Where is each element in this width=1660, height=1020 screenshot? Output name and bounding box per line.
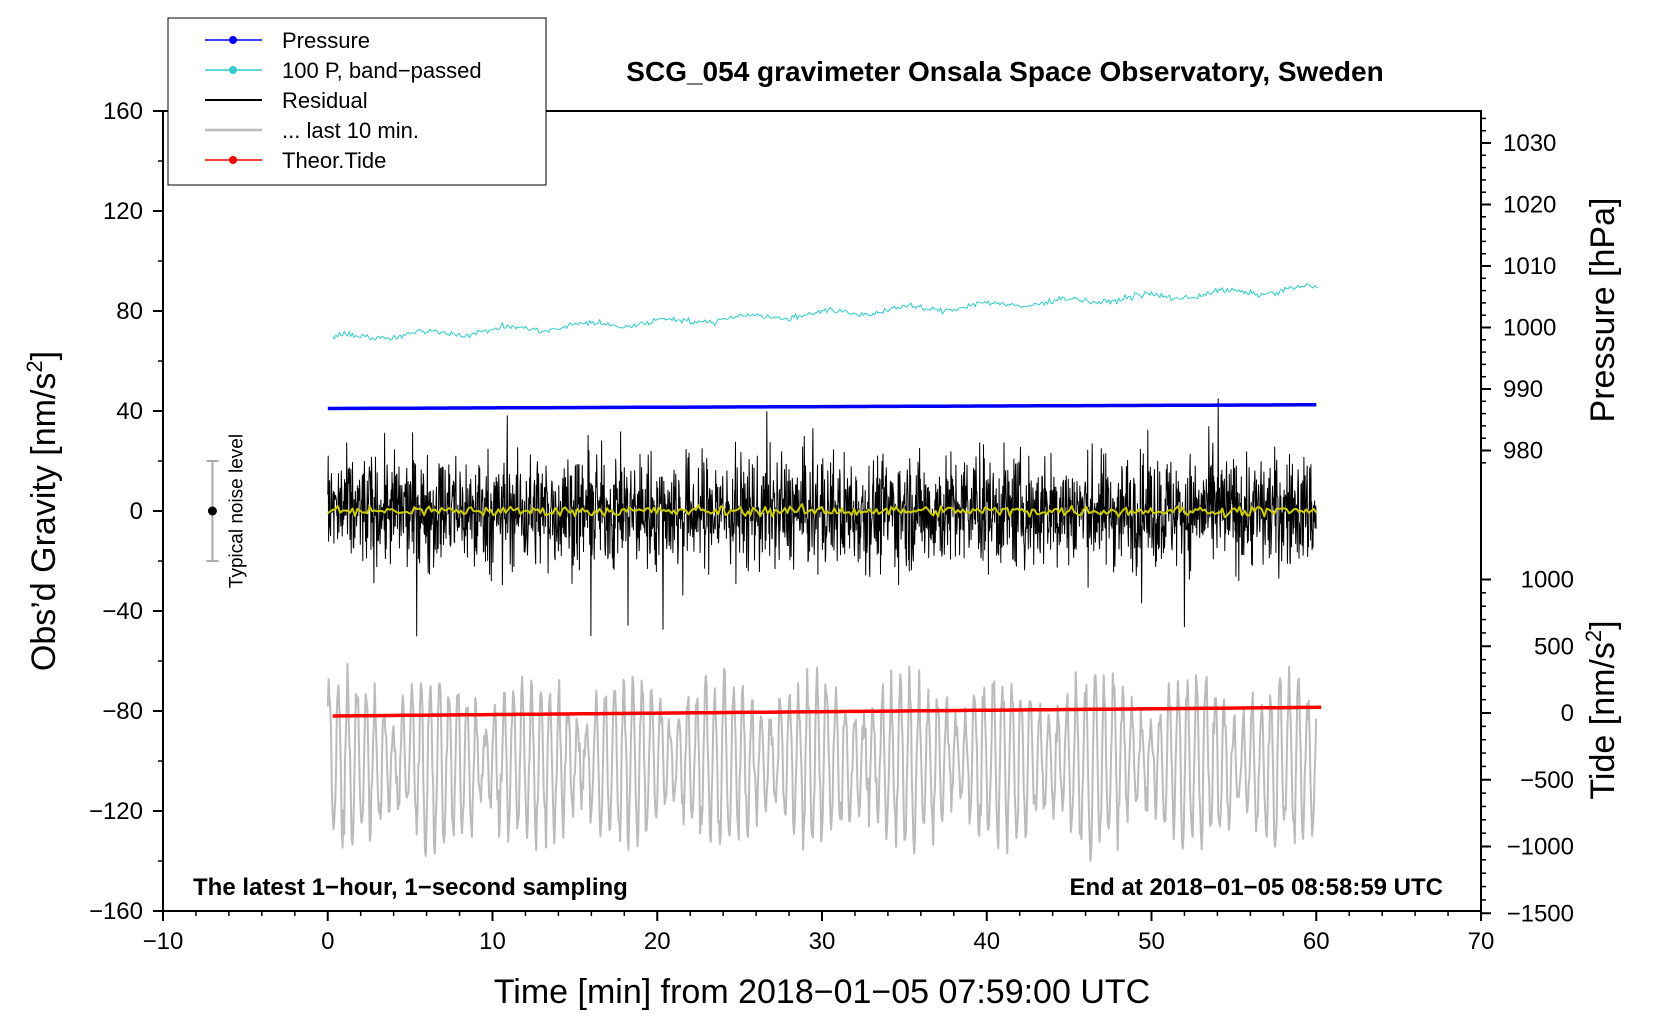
end-time-note: End at 2018−01−05 08:58:59 UTC (1069, 874, 1443, 901)
tide-tick-label: 1000 (1521, 567, 1574, 594)
legend-item: Residual (205, 88, 368, 113)
chart-title: SCG_054 gravimeter Onsala Space Observat… (626, 56, 1383, 87)
legend-marker (229, 36, 237, 44)
legend-label: Pressure (282, 28, 370, 53)
y-tick-label: 160 (103, 98, 143, 125)
tide-axis-label: Tide [nm/s2] (1581, 620, 1622, 799)
legend-items: Pressure 100 P, band−passed Residual ... la… (205, 28, 482, 173)
legend-label: 100 P, band−passed (282, 58, 482, 83)
tide-axis-label-prefix: Tide [nm/s (1584, 642, 1622, 799)
pressure-tick-label: 1000 (1503, 315, 1556, 342)
x-tick-label: 70 (1468, 928, 1495, 955)
y-tick-label: −120 (89, 798, 143, 825)
legend-item: Pressure (205, 28, 370, 53)
x-tick-label: 50 (1138, 928, 1165, 955)
y-axis-label: Obs’d Gravity [nm/s2] (22, 351, 63, 671)
y-tick-label: 80 (116, 298, 143, 325)
tide-axis-label-sup: 2 (1581, 630, 1606, 642)
pressure-tick-label: 990 (1503, 376, 1543, 403)
y-tick-label: −40 (102, 598, 143, 625)
x-axis-label: Time [min] from 2018−01−05 07:59:00 UTC (494, 973, 1150, 1011)
legend-item: Theor.Tide (205, 148, 386, 173)
x-tick-label: 0 (321, 928, 334, 955)
sampling-note: The latest 1−hour, 1−second sampling (193, 874, 628, 901)
legend-label: Theor.Tide (282, 148, 386, 173)
legend-marker (229, 156, 237, 164)
series-residual (327, 398, 1317, 637)
x-tick-label: 60 (1303, 928, 1330, 955)
series-theoretical-tide (332, 705, 1322, 718)
pressure-tick-label: 980 (1503, 438, 1543, 465)
x-tick-label: −10 (143, 928, 184, 955)
tide-tick-label: 0 (1561, 700, 1574, 727)
legend-marker (229, 66, 237, 74)
noise-level-indicator: Typical noise level (206, 434, 247, 588)
tide-tick-label: −500 (1520, 767, 1574, 794)
legend-label: Residual (282, 88, 368, 113)
y-tick-label: 120 (103, 198, 143, 225)
x-tick-label: 30 (809, 928, 836, 955)
legend-item: ... last 10 min. (205, 118, 419, 143)
data-series (326, 283, 1322, 862)
series-residual-smoothed (327, 503, 1318, 519)
noise-level-label: Typical noise level (226, 434, 247, 588)
y-tick-label: 40 (116, 398, 143, 425)
series-last-10-min (326, 662, 1318, 862)
legend-item: 100 P, band−passed (205, 58, 482, 83)
y-tick-label: −80 (102, 698, 143, 725)
tide-tick-label: −1500 (1507, 900, 1574, 927)
y-tick-label: −160 (89, 898, 143, 925)
y-tick-label: 0 (130, 498, 143, 525)
tide-tick-label: −1000 (1507, 834, 1574, 861)
series-pressure (327, 403, 1317, 411)
pressure-tick-label: 1020 (1503, 192, 1556, 219)
pressure-tick-label: 1030 (1503, 130, 1556, 157)
tide-axis-label-suffix: ] (1584, 620, 1622, 629)
noise-level-dot (207, 506, 217, 516)
y-axis-label-prefix: Obs’d Gravity [nm/s (25, 373, 63, 672)
tide-tick-label: 500 (1534, 633, 1574, 660)
axis-ticks: −10 0 10 20 30 40 50 60 7016012080400−40−80−120−… (89, 98, 1574, 955)
x-tick-label: 20 (644, 928, 671, 955)
legend-label: ... last 10 min. (282, 118, 419, 143)
pressure-tick-label: 1010 (1503, 253, 1556, 280)
y-axis-label-sup: 2 (22, 360, 47, 372)
x-tick-label: 40 (973, 928, 1000, 955)
x-tick-label: 10 (479, 928, 506, 955)
y-axis-label-suffix: ] (25, 351, 63, 360)
legend: Pressure 100 P, band−passed Residual ... la… (167, 17, 547, 186)
series-band-passed-pressure (332, 283, 1319, 341)
pressure-axis-label: Pressure [hPa] (1584, 198, 1622, 423)
